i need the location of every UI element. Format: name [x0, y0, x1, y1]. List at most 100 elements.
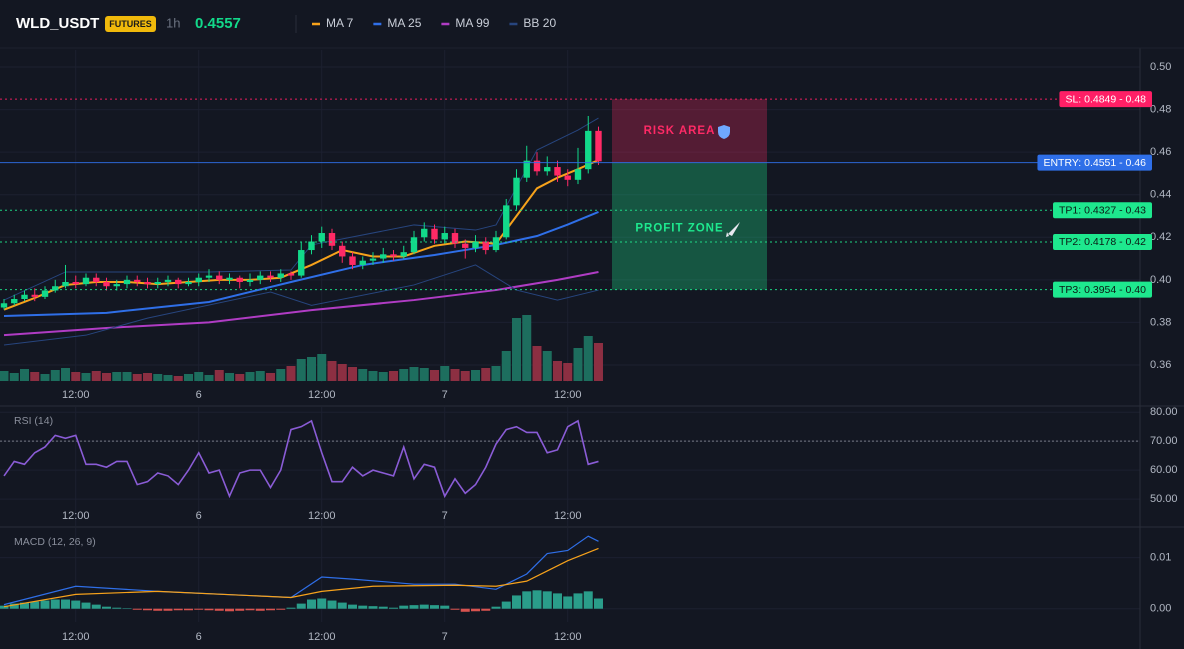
volume-bar — [511, 318, 521, 381]
candle-body — [462, 243, 469, 248]
symbol: WLD_USDT — [16, 15, 99, 32]
histogram-bar — [399, 605, 409, 609]
volume-bar — [306, 357, 316, 381]
histogram-bar — [409, 605, 419, 609]
candle-body — [113, 284, 120, 287]
x-tick-label: 12:00 — [554, 631, 582, 643]
y-tick-label: 80.00 — [1150, 406, 1178, 418]
histogram-bar — [132, 608, 142, 610]
candle-body — [359, 260, 366, 265]
candle-body — [205, 275, 213, 278]
y-tick-label: 60.00 — [1150, 464, 1178, 476]
candle-body — [52, 286, 59, 291]
level-label: SL: 0.4849 - 0.48 — [1065, 93, 1146, 105]
histogram-bar — [40, 600, 50, 609]
histogram-bar — [224, 608, 234, 612]
candle-body — [492, 237, 500, 251]
candle-body — [236, 277, 243, 282]
badge: FUTURES — [109, 19, 152, 29]
volume-bar — [347, 367, 357, 381]
volume-bar — [327, 361, 337, 381]
candle-body — [257, 275, 264, 280]
histogram-bar — [9, 603, 19, 609]
level-label-bg — [1037, 154, 1152, 171]
histogram-bar — [470, 608, 480, 612]
y-tick-label: 0.40 — [1150, 274, 1171, 286]
histogram-bar — [112, 607, 122, 609]
volume-bar — [460, 371, 470, 381]
histogram-bar — [450, 608, 460, 610]
histogram-bar — [19, 602, 29, 609]
volume-bar — [419, 368, 429, 381]
candle-body — [523, 160, 530, 178]
candle-body — [451, 233, 459, 244]
level-label: TP2: 0.4178 - 0.42 — [1059, 236, 1146, 248]
candle-body — [123, 279, 131, 285]
candle-body — [472, 241, 479, 248]
histogram-bar — [542, 591, 552, 609]
histogram-bar — [81, 602, 91, 609]
candle-body — [564, 175, 571, 180]
zone-label: PROFIT ZONE — [635, 223, 723, 235]
histogram-bar — [71, 600, 81, 609]
histogram-bar — [91, 604, 101, 609]
candle-body — [574, 169, 582, 180]
legend-label: MA 7 — [326, 16, 354, 30]
histogram-bar — [317, 598, 327, 609]
candle-body — [318, 233, 325, 242]
candle-body — [431, 228, 438, 240]
volume-bar — [132, 374, 142, 381]
histogram-bar — [573, 593, 583, 609]
level-label-bg — [1053, 202, 1152, 219]
legend: MA 7 MA 25 MA 99 BB 20 — [312, 16, 556, 30]
histogram-bar — [532, 590, 542, 609]
histogram-bar — [214, 608, 224, 611]
candle-body — [390, 254, 397, 257]
volume-bar — [50, 370, 60, 381]
volume-bar — [0, 371, 9, 381]
volume-bar — [91, 371, 101, 381]
volume-bar — [378, 372, 388, 381]
volume-bar — [296, 359, 306, 381]
volume-bar — [71, 372, 81, 381]
candle-body — [267, 275, 274, 278]
candle-body — [595, 130, 602, 162]
candle-body — [62, 281, 69, 287]
histogram-bar — [460, 608, 470, 612]
histogram-bar — [296, 603, 306, 609]
candle-body — [349, 256, 356, 265]
histogram-bar — [50, 599, 60, 609]
histogram-bar — [327, 600, 337, 609]
volume-bar — [183, 374, 193, 381]
y-tick-label: 0.44 — [1150, 189, 1171, 201]
rsi-line — [3, 419, 599, 499]
histogram-bar — [419, 604, 429, 609]
x-tick-label: 6 — [196, 510, 202, 522]
histogram-bar — [511, 595, 521, 609]
y-tick-label: 0.36 — [1150, 359, 1171, 371]
volume-bar — [81, 373, 91, 381]
histogram-bar — [388, 607, 398, 609]
histogram-bar — [481, 608, 491, 611]
volume-bar — [368, 371, 378, 381]
histogram-bar — [142, 608, 152, 611]
y-tick-label: 0.00 — [1150, 603, 1171, 615]
candle-body — [513, 177, 520, 206]
zone — [612, 99, 767, 163]
volume-bar — [358, 369, 368, 381]
volume-bar — [40, 374, 50, 381]
volume-bar — [153, 374, 163, 381]
histogram-bar — [440, 605, 450, 609]
candle-body — [441, 233, 448, 240]
volume-bar — [286, 366, 296, 381]
volume-bar — [470, 370, 480, 381]
candle-body — [11, 299, 18, 304]
rocket-icon — [726, 222, 740, 237]
histogram-bar — [183, 608, 193, 611]
shield-icon — [718, 125, 730, 139]
overlay-line — [3, 117, 599, 301]
panel-title: RSI (14) — [14, 415, 53, 427]
histogram-bar — [101, 606, 111, 609]
volume-bar — [573, 348, 583, 381]
histogram-bar — [491, 606, 501, 609]
